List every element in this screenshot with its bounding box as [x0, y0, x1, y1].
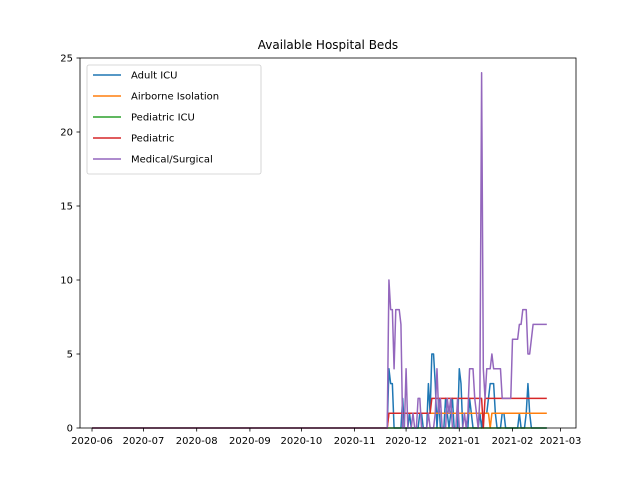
x-tick-label: 2020-12 — [385, 436, 427, 447]
plot-frame — [79, 57, 577, 429]
chart-title: Available Hospital Beds — [258, 38, 398, 52]
x-tick-label: 2020-08 — [176, 436, 218, 447]
x-tick-label: 2020-10 — [280, 436, 322, 447]
y-tick-label: 15 — [60, 202, 73, 213]
x-tick-label: 2021-03 — [540, 436, 582, 447]
y-tick-label: 25 — [60, 54, 73, 65]
y-tick-label: 10 — [60, 276, 73, 287]
y-tick-label: 5 — [67, 350, 73, 361]
x-tick-label: 2021-02 — [492, 436, 534, 447]
x-tick-label: 2020-11 — [334, 436, 376, 447]
legend-label-2: Pediatric ICU — [131, 113, 195, 124]
legend-label-3: Pediatric — [131, 134, 174, 145]
legend-box — [86, 64, 262, 175]
legend: Adult ICU Airborne Isolation Pediatric ICU… — [86, 64, 262, 175]
x-tick-label: 2021-01 — [438, 436, 480, 447]
legend-label-0: Adult ICU — [131, 71, 177, 82]
y-tick-label: 20 — [60, 128, 73, 139]
x-tick-label: 2020-07 — [123, 436, 165, 447]
legend-label-1: Airborne Isolation — [131, 92, 219, 103]
x-tick-label: 2020-09 — [229, 436, 271, 447]
legend-label-4: Medical/Surgical — [131, 155, 213, 166]
y-tick-label: 0 — [67, 424, 73, 435]
y-axis: 0 5 10 15 20 25 — [60, 54, 80, 435]
x-tick-label: 2020-06 — [71, 436, 113, 447]
x-axis: 2020-06 2020-07 2020-08 2020-09 2020-10 2020-… — [71, 428, 581, 447]
